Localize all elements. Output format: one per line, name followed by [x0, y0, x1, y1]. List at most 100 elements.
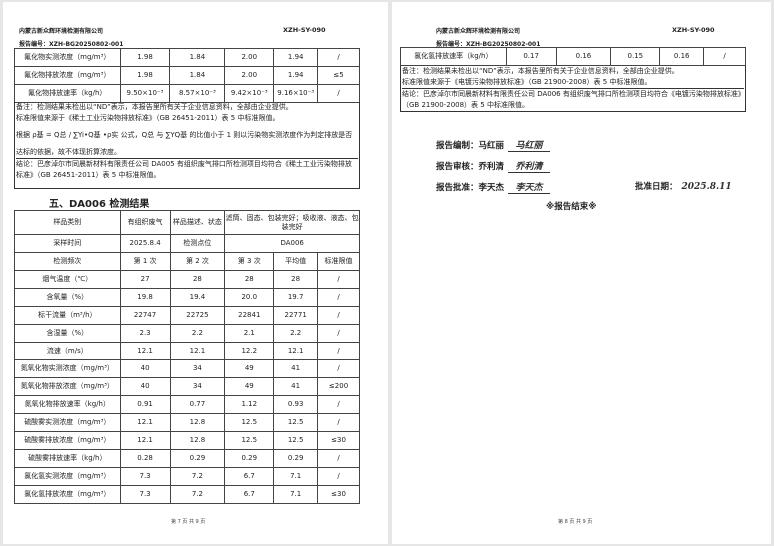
cell: /	[703, 47, 746, 66]
cell: 12.1	[119, 413, 171, 433]
cell: 0.29	[169, 448, 226, 468]
table-row: 氟化物实测浓度（mg/m³） 1.98 1.84 2.00 1.94/	[14, 48, 360, 67]
approved-by: 报告批准：李天杰 李天杰	[436, 180, 551, 194]
cell: 6.7	[224, 484, 275, 504]
cell: 22747	[119, 305, 171, 325]
cell: 7.3	[119, 484, 171, 504]
row-label: 氮氧化物排放速率（kg/h）	[14, 395, 121, 415]
row-label: 氟化物排放速率（kg/h）	[14, 84, 121, 103]
table-row: 氯化氢排放速率（kg/h） 0.17 0.16 0.15 0.16/	[400, 47, 746, 66]
end-mark: ※报告结束※	[546, 202, 597, 212]
row-label: 氟化物排放浓度（mg/m³）	[14, 66, 121, 85]
table-row: 含氧量（%） 19.8 19.4 20.0 19.7/	[14, 287, 360, 307]
report-number: 报告编号：XZH-BG20250802-001	[19, 41, 124, 48]
row-label: 氮氧化物排放浓度（mg/m³）	[14, 377, 121, 397]
row-label: 含氧量（%）	[14, 287, 121, 307]
cell: ≤200	[317, 377, 360, 397]
cell: 2.3	[119, 323, 171, 343]
cell: 12.1	[119, 431, 171, 450]
table-row: 硫酸雾排放速率（kg/h） 0.28 0.29 0.29 0.29/	[14, 448, 360, 468]
cell: 滤筒、固态、包装完好；吸收液、液态、包装完好	[224, 210, 360, 235]
cell: 41	[273, 359, 319, 379]
signature-approved: 李天杰	[508, 180, 551, 194]
header-cell: 平均值	[273, 252, 319, 271]
cell: ≤30	[317, 431, 360, 450]
cell: 样品描述、状态	[169, 210, 226, 235]
fluoride-table: 氟化物实测浓度（mg/m³） 1.98 1.84 2.00 1.94/氟化物排放浓度（m…	[14, 48, 360, 103]
doc-code: XZH-SY-090	[283, 26, 326, 34]
table-row: 氮氧化物排放浓度（mg/m³） 40 34 49 41 ≤200	[14, 377, 360, 397]
cell: /	[317, 84, 360, 103]
header-cell: 检测频次	[14, 252, 121, 271]
cell: 1.98	[119, 66, 171, 85]
table-row: 氯化氢实测浓度（mg/m³） 7.3 7.2 6.7 7.1/	[14, 466, 360, 486]
table-row: 氮氧化物排放速率（kg/h） 0.91 0.77 1.12 0.93/	[14, 395, 360, 415]
header-cell: 第 2 次	[169, 252, 226, 271]
remark-line: 标准限值来源于《电镀污染物排放标准》（GB 21900-2008）表 5 中标准…	[402, 78, 652, 86]
row-label: 烟气温度（℃）	[14, 270, 121, 289]
table-row: 硫酸雾实测浓度（mg/m³） 12.1 12.8 12.5 12.5/	[14, 413, 360, 433]
section-title: 五、DA006 检测结果	[49, 199, 150, 210]
table-row: 硫酸雾排放浓度（mg/m³） 12.1 12.8 12.5 12.5 ≤30	[14, 431, 360, 450]
cell: /	[317, 395, 360, 415]
cell: 9.50×10⁻³	[119, 84, 171, 103]
cell: 22841	[224, 305, 275, 325]
cell: /	[317, 466, 360, 486]
formula-text-2: 达标的依据，故不体现折算浓度。	[16, 148, 121, 156]
signature-compiled: 马红丽	[508, 138, 551, 152]
cell: 12.5	[273, 431, 319, 450]
cell: 0.77	[169, 395, 226, 415]
table-row: 氯化氢排放浓度（mg/m³） 7.3 7.2 6.7 7.1 ≤30	[14, 484, 360, 504]
table-row: 烟气温度（℃） 27 28 28 28/	[14, 270, 360, 289]
table-row: 流速（m/s） 12.1 12.1 12.2 12.1/	[14, 341, 360, 361]
cell: 6.7	[224, 466, 275, 486]
cell: ≤5	[317, 66, 360, 85]
doc-code: XZH-SY-090	[672, 26, 715, 34]
cell: 2.2	[273, 323, 319, 343]
header-cell: 第 3 次	[224, 252, 275, 271]
signature-reviewed: 乔利清	[508, 159, 551, 173]
remark-line: 备注：检测结果未检出以“ND”表示，本报告里所有关于企业信息资料，全部由企业提供…	[402, 67, 679, 75]
reviewed-by: 报告审核：乔利清 乔利清	[436, 159, 551, 173]
cell: 28	[169, 270, 226, 289]
cell: 0.17	[505, 47, 557, 66]
table-row: 含湿量（%） 2.3 2.2 2.1 2.2/	[14, 323, 360, 343]
cell: 34	[169, 359, 226, 379]
row-label: 氮氧化物实测浓度（mg/m³）	[14, 359, 121, 379]
company-name: 内蒙古新众辉环境检测有限公司	[19, 28, 104, 35]
cell: 0.29	[224, 448, 275, 468]
cell: 2025.8.4	[119, 234, 171, 253]
cell: 12.1	[273, 341, 319, 361]
cell: 22725	[169, 305, 226, 325]
row-label: 硫酸雾排放浓度（mg/m³）	[14, 431, 121, 450]
row-label: 氯化氢实测浓度（mg/m³）	[14, 466, 121, 486]
page-8: 内蒙古新众辉环境检测有限公司 XZH-SY-090 报告编号：XZH-BG202…	[392, 2, 771, 544]
row-label: 氯化氢排放浓度（mg/m³）	[14, 484, 121, 504]
row-label: 氟化物实测浓度（mg/m³）	[14, 48, 121, 67]
row-label: 含湿量（%）	[14, 323, 121, 343]
cell: 12.5	[224, 413, 275, 433]
page-7: 内蒙古新众辉环境检测有限公司 XZH-SY-090 报告编号：XZH-BG202…	[3, 2, 388, 544]
conclusion: 结论：巴彦淖尔市同晨新材料有限责任公司 DA005 有组织废气排口所检测项目均符…	[16, 158, 358, 181]
table-row: 氮氧化物实测浓度（mg/m³） 40 34 49 41/	[14, 359, 360, 379]
table-row: 采样时间 2025.8.4 检测点位 DA006	[14, 234, 360, 253]
cell: 12.1	[169, 341, 226, 361]
header-cell: 标准限值	[317, 252, 360, 271]
cell: 样品类别	[14, 210, 121, 235]
cell: 2.00	[224, 66, 275, 85]
cell: 有组织废气	[119, 210, 171, 235]
cell: /	[317, 287, 360, 307]
cell: 2.2	[169, 323, 226, 343]
approve-date-value: 2025.8.11	[681, 182, 732, 192]
cell: 34	[169, 377, 226, 397]
cell: /	[317, 448, 360, 468]
cell: 20.0	[224, 287, 275, 307]
cell: 0.15	[610, 47, 661, 66]
report-number: 报告编号：XZH-BG20250802-001	[436, 41, 541, 48]
cell: /	[317, 48, 360, 67]
cell: 2.1	[224, 323, 275, 343]
cell: ≤30	[317, 484, 360, 504]
cell: /	[317, 305, 360, 325]
cell: 19.7	[273, 287, 319, 307]
table-header-row: 检测频次 第 1 次 第 2 次 第 3 次 平均值 标准限值	[14, 252, 360, 271]
